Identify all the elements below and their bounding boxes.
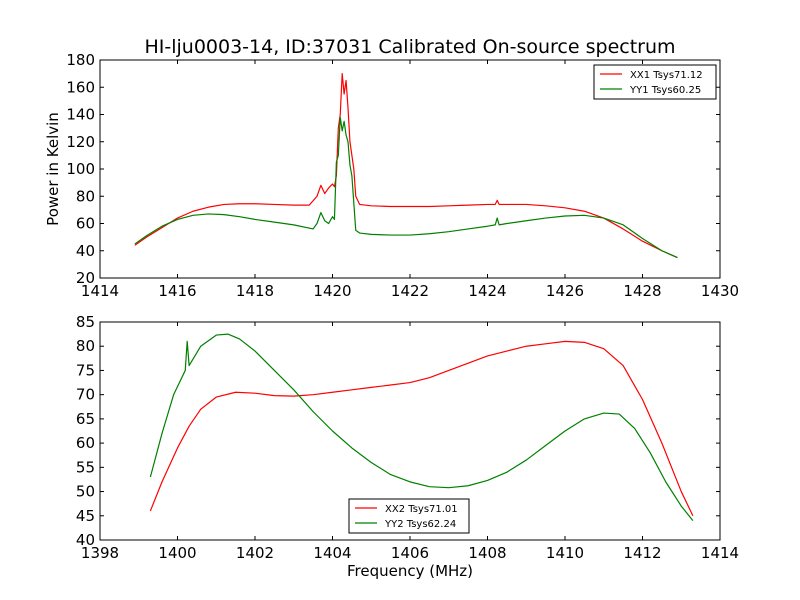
x-tick-label: 1398 bbox=[81, 544, 119, 562]
y-tick-label: 80 bbox=[76, 337, 95, 355]
legend-label: XX2 Tsys71.01 bbox=[385, 504, 458, 515]
x-tick-label: 1418 bbox=[236, 282, 274, 300]
y-tick-label: 60 bbox=[76, 215, 95, 233]
y-tick-label: 20 bbox=[76, 269, 95, 287]
y-tick-label: 80 bbox=[76, 187, 95, 205]
x-tick-label: 1416 bbox=[158, 282, 196, 300]
legend: XX2 Tsys71.01 YY2 Tsys62.24 bbox=[348, 498, 470, 534]
series-line-2 bbox=[149, 333, 694, 521]
x-tick-label: 1414 bbox=[81, 282, 119, 300]
y-axis-label: Power in Kelvin bbox=[44, 112, 62, 226]
x-axis-label: Frequency (MHz) bbox=[347, 562, 473, 580]
y-tick-label: 140 bbox=[66, 106, 95, 124]
y-tick-label: 160 bbox=[66, 78, 95, 96]
x-tick-label: 1400 bbox=[158, 544, 196, 562]
x-tick-label: 1426 bbox=[546, 282, 584, 300]
x-tick-label: 1424 bbox=[468, 282, 506, 300]
legend-label: YY1 Tsys60.25 bbox=[629, 85, 701, 96]
series-line-2 bbox=[134, 116, 678, 259]
y-tick-label: 45 bbox=[76, 507, 95, 525]
x-tick-label: 1402 bbox=[236, 544, 274, 562]
y-tick-label: 55 bbox=[76, 458, 95, 476]
y-tick-label: 85 bbox=[76, 313, 95, 331]
y-tick-label: 180 bbox=[66, 51, 95, 69]
legend-box bbox=[348, 498, 470, 534]
x-tick-label: 1412 bbox=[623, 544, 661, 562]
y-tick-label: 50 bbox=[76, 483, 95, 501]
series-line-1 bbox=[149, 340, 694, 517]
x-tick-label: 1408 bbox=[468, 544, 506, 562]
y-tick-label: 60 bbox=[76, 434, 95, 452]
x-tick-label: 1430 bbox=[701, 282, 739, 300]
y-tick-label: 100 bbox=[66, 160, 95, 178]
x-tick-label: 1414 bbox=[701, 544, 739, 562]
series-line-1 bbox=[134, 73, 678, 259]
y-tick-label: 70 bbox=[76, 386, 95, 404]
top-panel: 1414 1416 1418 1420 1422 1424 1426 1428 1430 20 40… bbox=[44, 51, 739, 300]
y-tick-label: 40 bbox=[76, 531, 95, 549]
y-tick-label: 75 bbox=[76, 361, 95, 379]
x-tick-label: 1404 bbox=[313, 544, 351, 562]
x-tick-label: 1410 bbox=[546, 544, 584, 562]
legend-box bbox=[593, 64, 717, 100]
y-tick-label: 65 bbox=[76, 410, 95, 428]
y-tick-label: 40 bbox=[76, 242, 95, 260]
y-tick-label: 120 bbox=[66, 133, 95, 151]
legend: XX1 Tsys71.12 YY1 Tsys60.25 bbox=[593, 64, 717, 100]
legend-label: XX1 Tsys71.12 bbox=[630, 70, 703, 81]
x-tick-label: 1420 bbox=[313, 282, 351, 300]
x-tick-label: 1428 bbox=[623, 282, 661, 300]
x-tick-label: 1406 bbox=[391, 544, 429, 562]
legend-label: YY2 Tsys62.24 bbox=[384, 519, 456, 530]
bottom-panel: 1398 1400 1402 1404 1406 1408 1410 1412 1414 40 45… bbox=[76, 313, 739, 580]
x-tick-label: 1422 bbox=[391, 282, 429, 300]
chart-title: HI-lju0003-14, ID:37031 Calibrated On-so… bbox=[144, 36, 675, 58]
